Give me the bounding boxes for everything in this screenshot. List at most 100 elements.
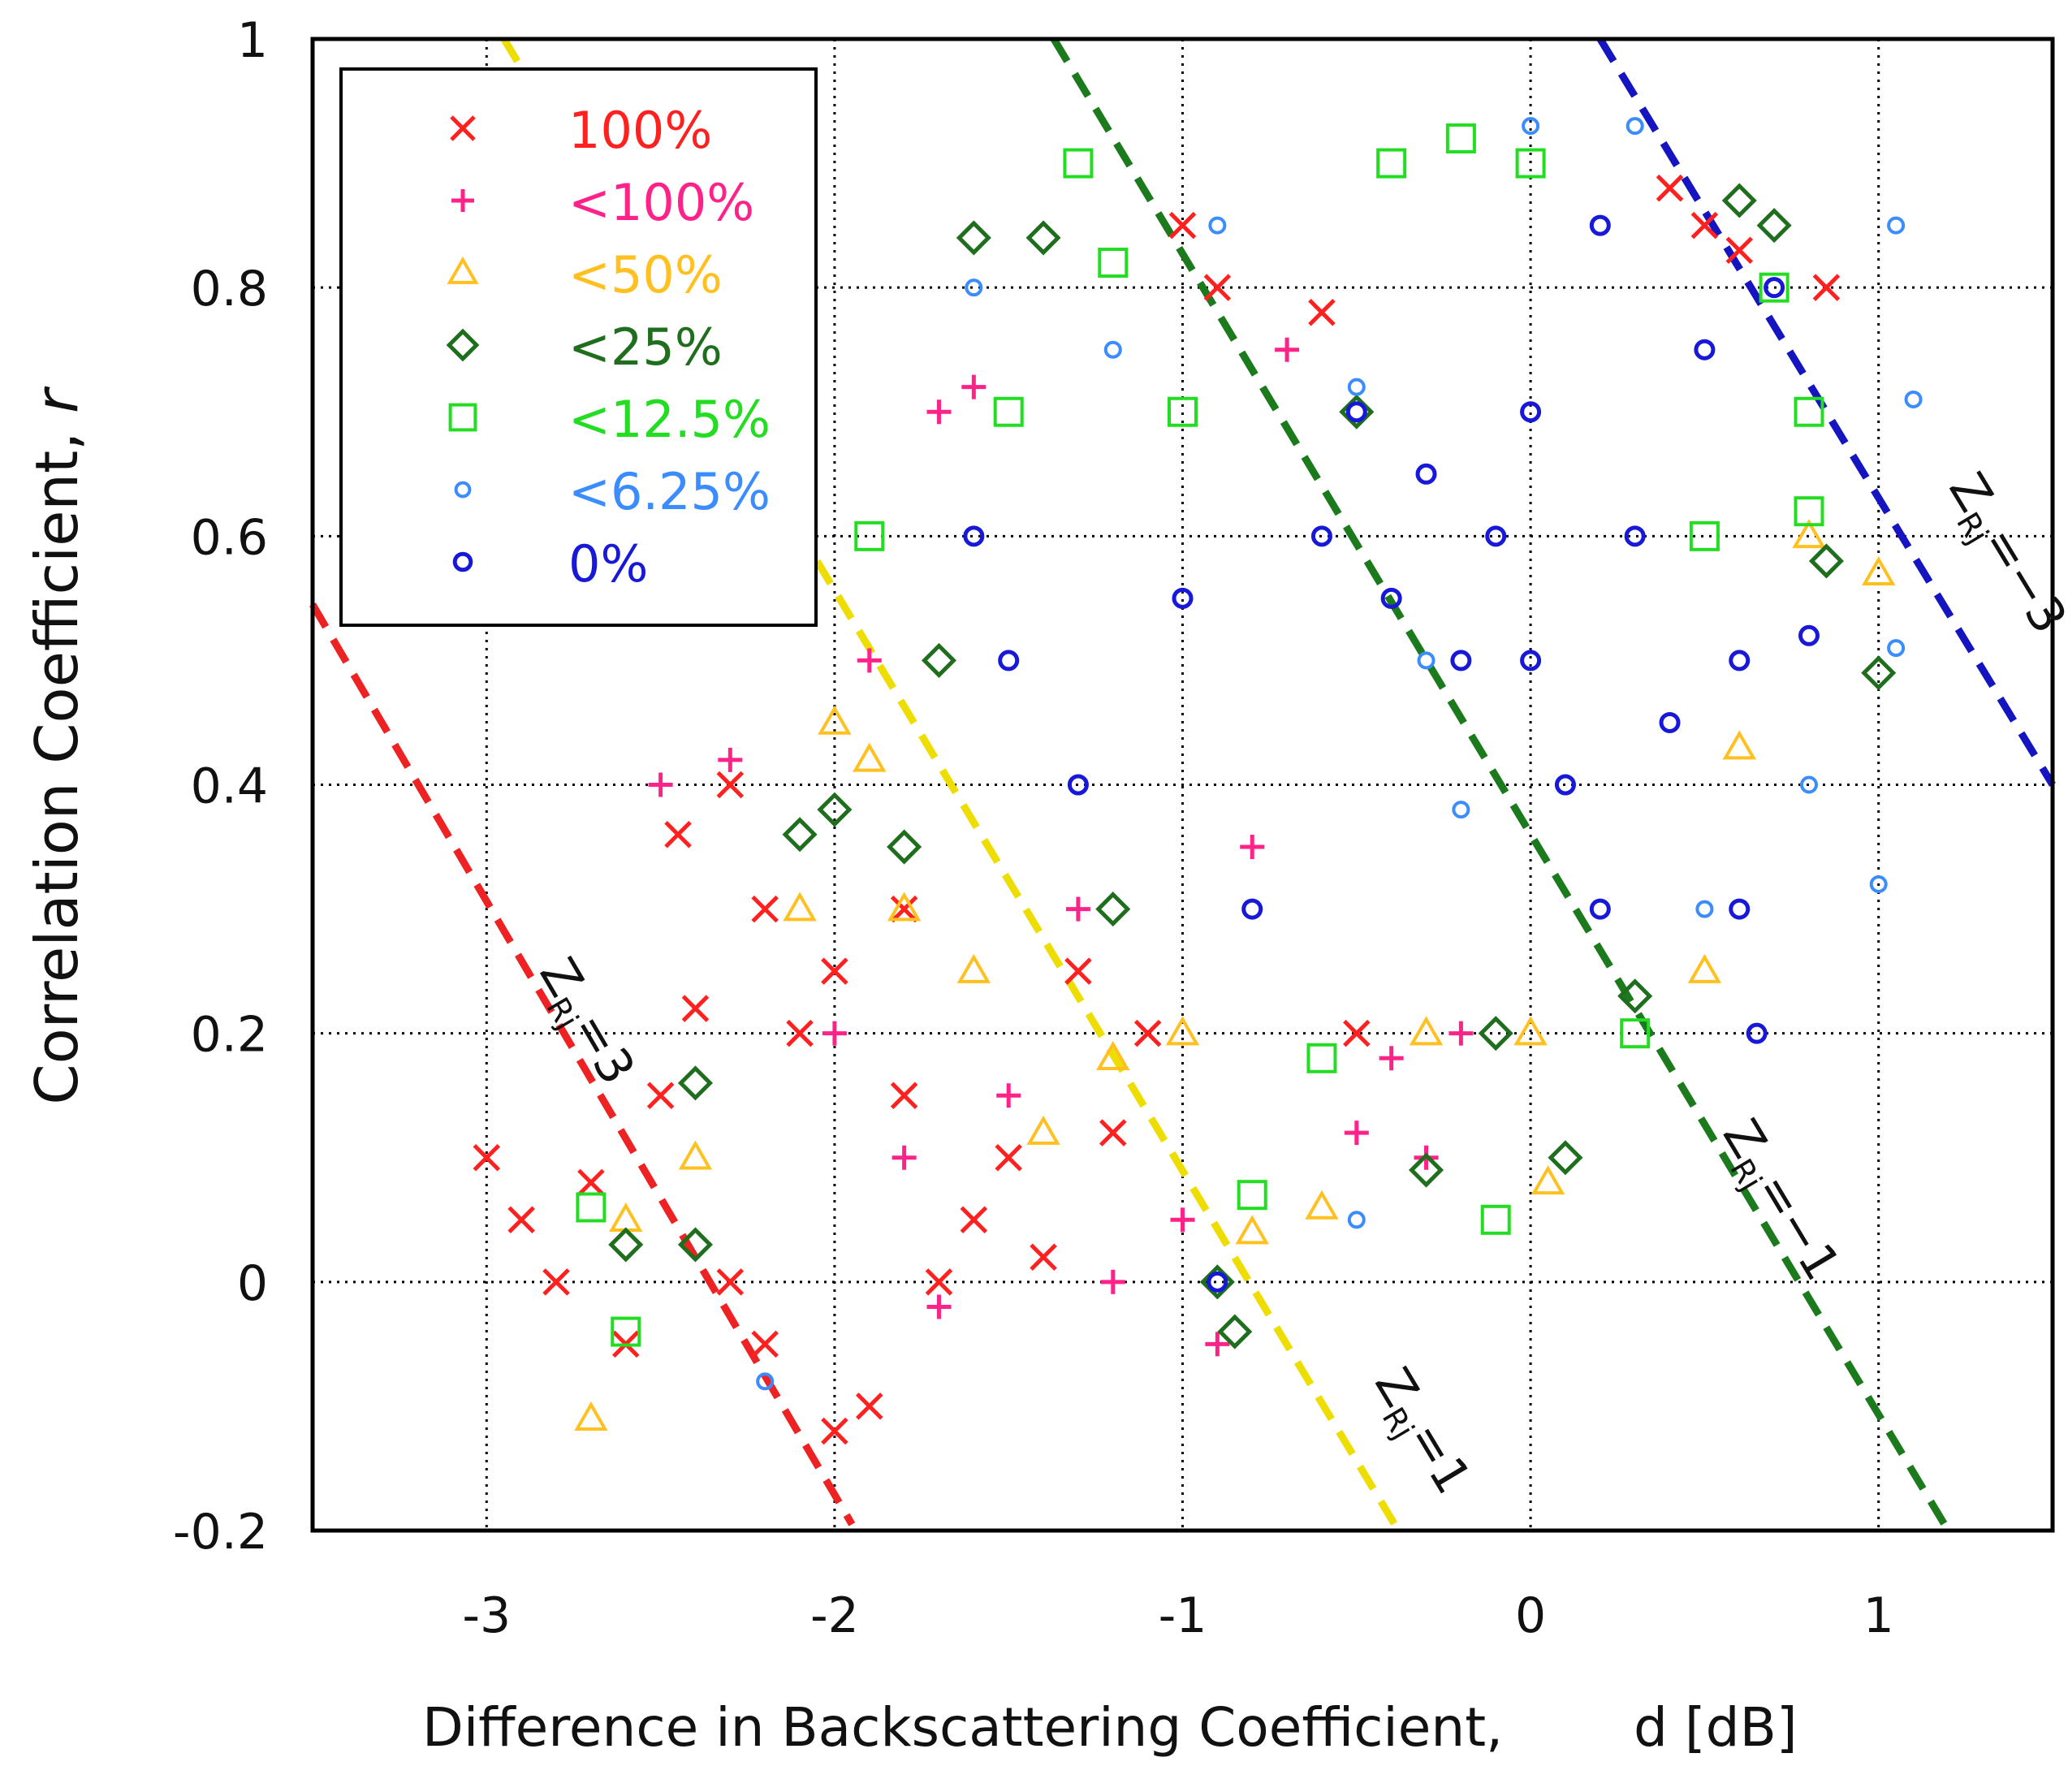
data-point (956, 220, 991, 256)
legend-marker (451, 189, 474, 212)
data-point (1759, 272, 1790, 303)
threshold-line-label: ZRj=3 (523, 948, 646, 1097)
y-axis-label: Correlation Coefficient, r (23, 386, 91, 1105)
x-axis-unit: d [dB] (1634, 1696, 1798, 1759)
legend: 100% <100% <50% <25% <12.5% <6.25% 0% (339, 67, 818, 627)
legend-marker (446, 328, 480, 362)
data-point (1794, 396, 1824, 427)
data-point (1589, 214, 1611, 236)
data-point (1721, 183, 1757, 218)
data-point (782, 817, 818, 853)
series-circle-small (756, 117, 1923, 1391)
data-point (1478, 1016, 1513, 1051)
data-point (1480, 1204, 1511, 1235)
data-point (1861, 555, 1896, 586)
data-point (1168, 211, 1197, 240)
data-point (1689, 520, 1720, 551)
data-point (1345, 401, 1367, 423)
data-point (963, 525, 985, 547)
x-tick-label: -2 (810, 1587, 859, 1644)
data-point (1103, 340, 1122, 359)
plot-frame (310, 37, 2055, 1533)
data-point (1417, 651, 1436, 670)
data-point (1100, 1269, 1125, 1294)
series-circle (963, 214, 1820, 1293)
data-point (1513, 1016, 1548, 1046)
data-point (1237, 1180, 1267, 1211)
legend-label: 0% (568, 534, 648, 594)
data-point (786, 1019, 814, 1047)
data-point (1217, 1314, 1253, 1349)
data-point (678, 1140, 713, 1170)
data-point (1376, 148, 1407, 179)
data-point (817, 792, 853, 827)
data-point (1096, 1041, 1130, 1071)
data-point (1515, 148, 1546, 179)
data-point (1799, 775, 1818, 794)
data-point (1808, 543, 1844, 579)
data-point (960, 1206, 988, 1234)
data-point (821, 1417, 848, 1445)
y-tick-label: 0.6 (191, 509, 268, 566)
data-point (965, 279, 983, 297)
data-point (507, 1206, 535, 1234)
data-point (1794, 496, 1824, 527)
data-point (1310, 525, 1332, 547)
data-point (1099, 1119, 1127, 1146)
data-point (890, 895, 918, 923)
data-point (1452, 801, 1470, 819)
data-point (1415, 463, 1437, 485)
x-tick-label: -3 (462, 1587, 511, 1644)
data-point (1812, 274, 1841, 301)
data-point (1725, 236, 1754, 265)
data-point (1530, 1165, 1565, 1195)
data-point (1520, 401, 1542, 423)
y-tick-label: 0.4 (191, 758, 268, 815)
data-point (1203, 274, 1232, 301)
threshold-line-label: ZRj=−1 (1706, 1110, 1850, 1293)
data-point (887, 892, 922, 922)
data-point (1344, 1121, 1369, 1146)
data-point (1030, 1243, 1057, 1271)
data-point (857, 648, 882, 673)
data-point (1240, 835, 1265, 860)
data-point (1687, 953, 1722, 983)
data-point (664, 820, 692, 849)
data-point (1199, 1264, 1235, 1300)
data-point (1305, 1190, 1339, 1220)
legend-box (339, 67, 818, 627)
data-point (608, 1227, 644, 1263)
legend-label: <25% (568, 317, 723, 377)
data-point (925, 1268, 953, 1296)
threshold-line-label: ZRj=1 (1358, 1358, 1483, 1507)
x-tick-label: 0 (1515, 1587, 1546, 1644)
data-point (1133, 1019, 1162, 1047)
threshold-line (1051, 37, 1952, 1533)
data-point (1380, 587, 1402, 609)
data-point (1172, 587, 1194, 609)
data-point (1904, 390, 1923, 408)
data-point (716, 771, 745, 799)
data-point (1659, 711, 1681, 733)
gridlines (313, 39, 2053, 1531)
data-point (1235, 1215, 1269, 1245)
x-tick-label: -1 (1159, 1587, 1207, 1644)
data-point (1347, 378, 1366, 396)
data-point (1448, 1021, 1474, 1046)
y-axis-label-text: Correlation Coefficient, (23, 413, 91, 1105)
data-point (1624, 525, 1646, 547)
data-point (1722, 730, 1756, 760)
data-point (1067, 774, 1089, 796)
data-point (1098, 248, 1129, 279)
data-point (1869, 874, 1888, 893)
y-axis-symbol: r (23, 386, 91, 413)
data-point (1095, 892, 1131, 927)
x-tick-label: 1 (1863, 1587, 1894, 1644)
data-point (1347, 1211, 1366, 1229)
data-point (1379, 1046, 1404, 1071)
data-point (887, 829, 922, 865)
data-point (1275, 337, 1300, 362)
data-point (995, 1143, 1022, 1172)
